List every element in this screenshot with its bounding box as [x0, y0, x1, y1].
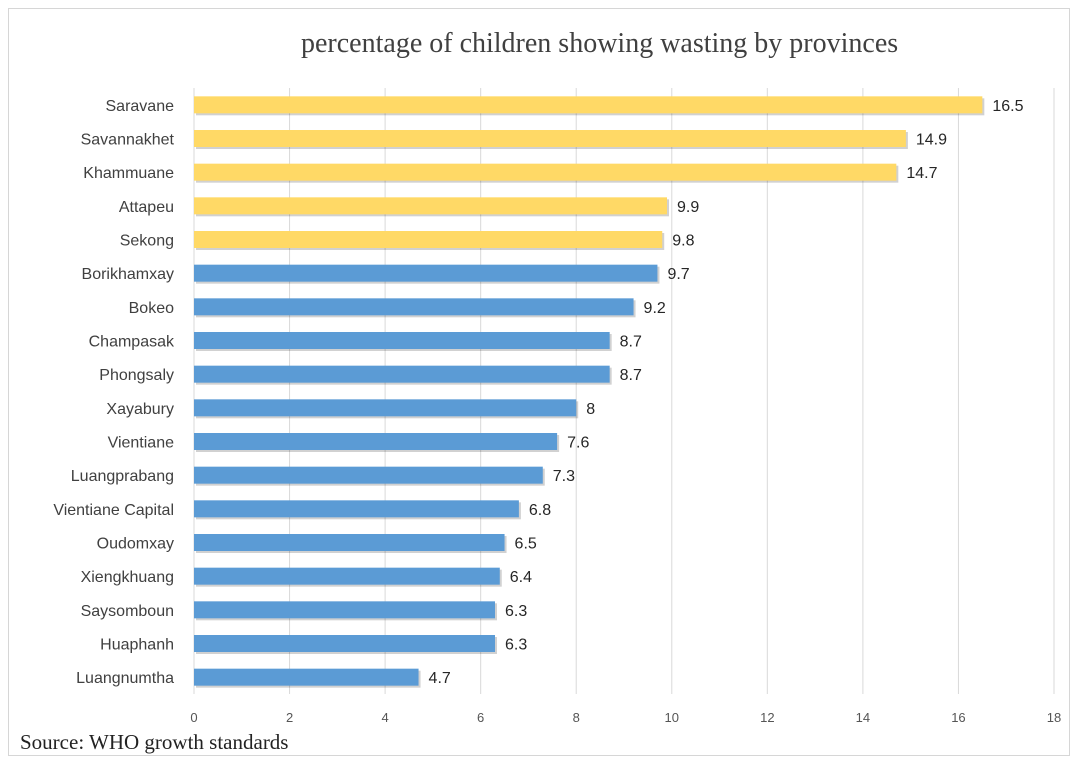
- category-labels: Saravane Savannakhet Khammuane Attapeu Sekon…: [53, 98, 175, 687]
- category-label: Sekong: [120, 233, 174, 250]
- value-label: 8.7: [620, 334, 642, 351]
- x-tick-label: 10: [665, 710, 679, 725]
- value-label: 9.9: [677, 199, 699, 216]
- bar: [194, 365, 610, 383]
- category-label: Bokeo: [129, 300, 174, 317]
- bar: [194, 264, 658, 282]
- x-tick-label: 8: [573, 710, 580, 725]
- source-note: Source: WHO growth standards: [20, 730, 289, 755]
- value-label: 6.4: [510, 569, 532, 586]
- category-label: Vientiane: [108, 435, 175, 452]
- category-label: Borikhamxay: [82, 266, 174, 283]
- bar: [194, 231, 663, 248]
- x-tick-label: 2: [286, 710, 293, 725]
- category-label: Saysomboun: [81, 603, 174, 620]
- category-label: Luangnumtha: [76, 670, 174, 687]
- value-label: 4.7: [429, 670, 451, 687]
- category-label: Savannakhet: [81, 132, 175, 149]
- category-label: Luangprabang: [71, 468, 174, 485]
- bar: [194, 534, 505, 551]
- chart-title: percentage of children showing wasting b…: [301, 28, 899, 59]
- category-label: Oudomxay: [97, 536, 174, 553]
- x-tick-label: 16: [951, 710, 965, 725]
- x-tick-label: 6: [477, 710, 484, 725]
- category-label: Xiengkhuang: [81, 569, 174, 586]
- x-tick-label: 18: [1047, 710, 1061, 725]
- category-label: Huaphanh: [100, 637, 174, 654]
- category-label: Champasak: [89, 334, 175, 351]
- gridlines: [193, 88, 1055, 694]
- bar: [194, 197, 667, 215]
- bar: [194, 298, 634, 316]
- bar: [194, 500, 519, 518]
- value-labels: 16.514.914.79.99.89.79.28.78.787.67.36.8…: [429, 98, 1024, 687]
- x-tick-label: 14: [856, 710, 870, 725]
- x-tick-label: 12: [760, 710, 774, 725]
- value-label: 7.3: [553, 468, 575, 485]
- category-label: Saravane: [106, 98, 175, 115]
- category-label: Xayabury: [106, 401, 174, 418]
- bar: [194, 130, 906, 147]
- value-label: 7.6: [567, 435, 589, 452]
- bar: [194, 399, 577, 417]
- bar: [194, 163, 897, 181]
- category-label: Phongsaly: [99, 367, 174, 384]
- value-label: 8: [586, 401, 595, 418]
- value-label: 6.3: [505, 603, 527, 620]
- value-label: 14.9: [916, 132, 947, 149]
- bar: [194, 668, 419, 686]
- value-label: 8.7: [620, 367, 642, 384]
- bar: [194, 635, 495, 652]
- value-label: 6.3: [505, 637, 527, 654]
- x-tick-label: 0: [190, 710, 197, 725]
- value-label: 6.8: [529, 502, 551, 519]
- x-axis-ticks: 0 2 4 6 8 10 12 14 16 18: [190, 710, 1061, 725]
- bars: [194, 96, 985, 688]
- bar: [194, 96, 983, 114]
- bar: [194, 332, 610, 349]
- value-label: 9.8: [672, 233, 694, 250]
- value-label: 9.7: [667, 266, 689, 283]
- value-label: 14.7: [906, 165, 937, 182]
- bar: [194, 567, 500, 585]
- x-tick-label: 4: [381, 710, 388, 725]
- bar: [194, 466, 543, 484]
- value-label: 9.2: [644, 300, 666, 317]
- bar: [194, 601, 495, 619]
- bar: [194, 433, 558, 450]
- value-label: 6.5: [515, 536, 537, 553]
- category-label: Khammuane: [83, 165, 174, 182]
- category-label: Attapeu: [119, 199, 174, 216]
- value-label: 16.5: [992, 98, 1023, 115]
- category-label: Vientiane Capital: [53, 502, 174, 519]
